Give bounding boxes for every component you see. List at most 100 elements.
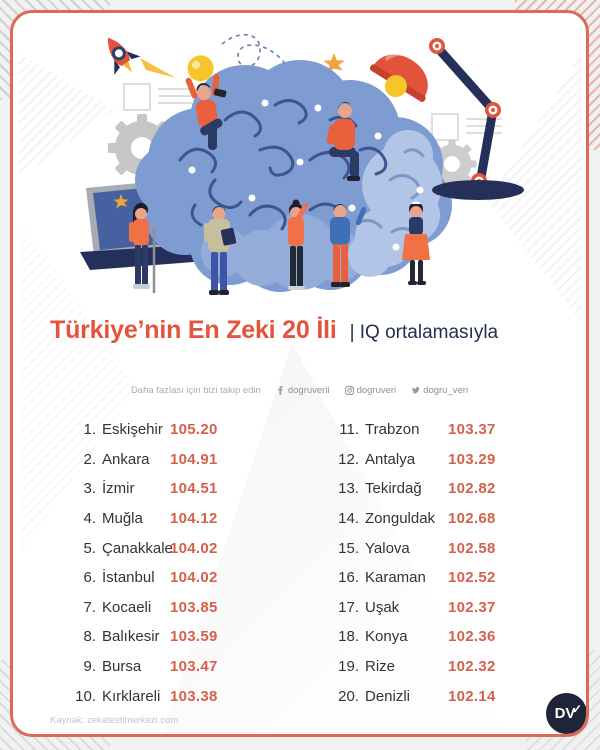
social-handle: dogruveri	[356, 385, 397, 396]
rank-number: 2.	[83, 450, 96, 468]
iq-score: 104.51	[170, 480, 218, 498]
rank-number: 14.	[338, 510, 359, 528]
social-twitter: dogru_veri	[411, 385, 468, 396]
laptop-icon	[80, 180, 246, 270]
rocket-icon	[107, 37, 141, 75]
rank-number: 9.	[83, 658, 96, 676]
ranking-row: 12. Antalya 103.29	[333, 445, 583, 475]
ranking-row: 2. Ankara 104.91	[70, 445, 320, 475]
facebook-icon	[278, 386, 283, 395]
infographic-card: Türkiye’nin En Zeki 20 İli | IQ ortalama…	[10, 10, 589, 737]
social-prompt: Daha fazlası için bizi takip edin	[130, 385, 261, 396]
ranking-row: 19. Rize 102.32	[333, 652, 583, 682]
logo-text: DV	[554, 705, 576, 722]
city-name: Kocaeli	[102, 598, 152, 616]
rank-number: 19.	[338, 658, 359, 676]
iq-score: 102.52	[448, 569, 496, 587]
ranking-row: 11. Trabzon 103.37	[333, 415, 583, 445]
page-title: Türkiye’nin En Zeki 20 İli	[50, 316, 337, 344]
city-name: Çanakkale	[102, 539, 173, 557]
iq-score: 103.37	[448, 421, 496, 439]
social-handle: dogru_veri	[423, 385, 469, 396]
iq-score: 102.58	[448, 539, 496, 557]
city-name: Zonguldak	[365, 510, 436, 528]
brain-teamwork-illustration	[80, 34, 524, 295]
city-name: Yalova	[365, 539, 410, 557]
rank-number: 10.	[75, 687, 96, 705]
brain	[135, 60, 452, 292]
hatch-decoration	[19, 53, 114, 178]
iq-score: 104.02	[170, 569, 218, 587]
iq-score: 102.36	[448, 628, 496, 646]
social-row: Daha fazlası için bizi takip edin dogruv…	[13, 385, 586, 396]
iq-score: 105.20	[170, 421, 218, 439]
rank-number: 7.	[83, 598, 96, 616]
desk-lamp-icon	[369, 38, 524, 200]
lamp-joint	[429, 38, 501, 189]
gear-icon	[108, 114, 176, 182]
rank-number: 13.	[338, 480, 359, 498]
iq-score: 104.12	[170, 510, 218, 528]
rank-number: 6.	[83, 569, 96, 587]
city-name: Denizli	[365, 687, 411, 705]
document-icon	[123, 83, 192, 111]
ranking-row: 5. Çanakkale 104.02	[70, 533, 320, 563]
ranking-column-right: 11. Trabzon 103.37 12. Antalya 103.29 13. Tekir…	[333, 415, 583, 711]
ranking-list: 1. Eskişehir 105.20 2. Ankara 104.91 3. İzmir 10…	[13, 415, 586, 715]
ranking-row: 6. İstanbul 104.02	[70, 563, 320, 593]
source-credit: Kaynak: zekatestimerkezi.com	[50, 715, 179, 726]
iq-score: 103.47	[170, 658, 218, 676]
social-facebook: dogruverii	[276, 385, 330, 396]
dogru-veri-logo: DV ✓	[546, 693, 586, 734]
twitter-icon	[412, 386, 420, 394]
person-standing	[204, 205, 237, 295]
title-row: Türkiye’nin En Zeki 20 İli | IQ ortalama…	[50, 316, 498, 345]
iq-score: 103.38	[170, 687, 218, 705]
dashed-swirl-decoration	[221, 34, 303, 89]
ranking-row: 10. Kırklareli 103.38	[70, 681, 320, 711]
person-sitting	[326, 101, 360, 181]
city-name: Bursa	[102, 658, 142, 676]
person-standing	[288, 199, 308, 290]
hatch-decoration	[487, 53, 582, 323]
iq-score: 102.14	[448, 687, 496, 705]
iq-score: 104.91	[170, 450, 218, 468]
city-name: Rize	[365, 658, 396, 676]
iq-score: 102.37	[448, 598, 496, 616]
city-name: Karaman	[365, 569, 426, 587]
gear-icon	[427, 139, 477, 189]
ranking-row: 1. Eskişehir 105.20	[70, 415, 320, 445]
city-name: Uşak	[365, 598, 400, 616]
city-name: Eskişehir	[102, 421, 163, 439]
ranking-row: 3. İzmir 104.51	[70, 474, 320, 504]
ranking-row: 13. Tekirdağ 102.82	[333, 474, 583, 504]
ranking-row: 20. Denizli 102.14	[333, 681, 583, 711]
social-handle: dogruverii	[287, 385, 330, 396]
rank-number: 18.	[338, 628, 359, 646]
city-name: Trabzon	[365, 421, 420, 439]
city-name: Konya	[365, 628, 408, 646]
ranking-row: 16. Karaman 102.52	[333, 563, 583, 593]
iq-score: 103.29	[448, 450, 496, 468]
star-icon	[323, 53, 345, 73]
ranking-row: 14. Zonguldak 102.68	[333, 504, 583, 534]
rank-number: 8.	[83, 628, 96, 646]
city-name: İstanbul	[102, 569, 155, 587]
ranking-row: 15. Yalova 102.58	[333, 533, 583, 563]
city-name: Antalya	[365, 450, 416, 468]
city-name: Ankara	[102, 450, 150, 468]
iq-score: 104.02	[170, 539, 218, 557]
city-name: Balıkesir	[102, 628, 160, 646]
page-subtitle: | IQ ortalamasıyla	[349, 322, 499, 343]
iq-score: 102.82	[448, 480, 496, 498]
rank-number: 17.	[338, 598, 359, 616]
rank-number: 11.	[339, 421, 359, 439]
star-icon	[113, 194, 129, 209]
telescope-icon	[213, 88, 227, 98]
person-standing	[330, 203, 367, 287]
book-icon	[220, 227, 237, 246]
ranking-row: 18. Konya 102.36	[333, 622, 583, 652]
ranking-column-left: 1. Eskişehir 105.20 2. Ankara 104.91 3. İzmir 10…	[70, 415, 320, 711]
ranking-row: 9. Bursa 103.47	[70, 652, 320, 682]
